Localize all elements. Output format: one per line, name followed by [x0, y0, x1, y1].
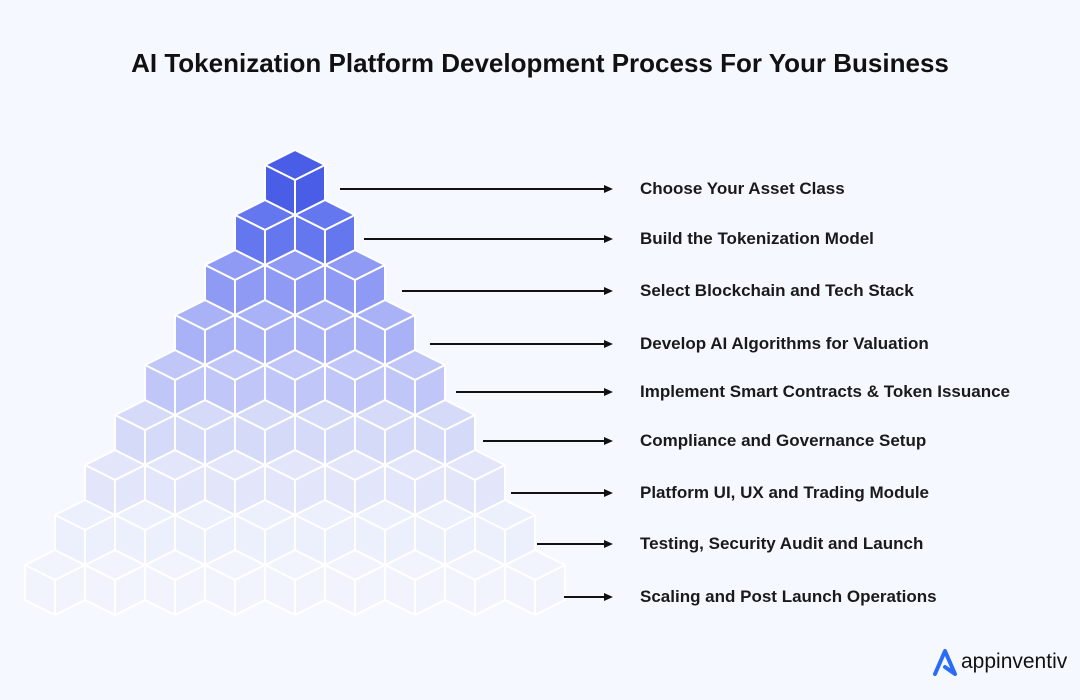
- cube: [504, 549, 566, 616]
- page-title: AI Tokenization Platform Development Pro…: [131, 48, 949, 78]
- step-label: Platform UI, UX and Trading Module: [640, 483, 930, 502]
- cube: [264, 149, 326, 216]
- cube-right-face: [294, 164, 326, 216]
- arrow-head-icon: [604, 287, 613, 295]
- arrow-head-icon: [604, 235, 613, 243]
- arrow-head-icon: [604, 388, 613, 396]
- step-label: Build the Tokenization Model: [640, 229, 874, 248]
- step-label: Implement Smart Contracts & Token Issuan…: [640, 382, 1011, 401]
- cube-right-face: [354, 264, 386, 316]
- step-label: Choose Your Asset Class: [640, 179, 845, 198]
- step-label: Develop AI Algorithms for Valuation: [640, 334, 929, 353]
- step-label: Scaling and Post Launch Operations: [640, 587, 937, 606]
- cube: [144, 349, 206, 416]
- step-label: Select Blockchain and Tech Stack: [640, 281, 914, 300]
- cube-right-face: [534, 564, 566, 616]
- arrow-head-icon: [604, 489, 613, 497]
- cube-right-face: [324, 214, 356, 266]
- cube: [324, 449, 386, 516]
- cube-right-face: [444, 414, 476, 466]
- arrow-head-icon: [604, 340, 613, 348]
- appinventiv-logo-icon: [933, 649, 957, 676]
- cube: [234, 499, 296, 566]
- brand-logo: appinventiv: [932, 648, 1067, 676]
- cube-right-face: [474, 464, 506, 516]
- step-label: Testing, Security Audit and Launch: [640, 534, 924, 553]
- arrow-head-icon: [604, 185, 613, 193]
- cube: [144, 549, 206, 616]
- arrow-head-icon: [604, 437, 613, 445]
- cube-right-face: [504, 514, 536, 566]
- cube-right-face: [414, 364, 446, 416]
- cube: [324, 349, 386, 416]
- cube-right-face: [384, 314, 416, 366]
- arrow-head-icon: [604, 540, 613, 548]
- brand-name: appinventiv: [961, 650, 1068, 673]
- cube: [174, 299, 236, 366]
- step-label: Compliance and Governance Setup: [640, 431, 927, 450]
- cube: [24, 549, 86, 616]
- arrow-head-icon: [604, 593, 613, 601]
